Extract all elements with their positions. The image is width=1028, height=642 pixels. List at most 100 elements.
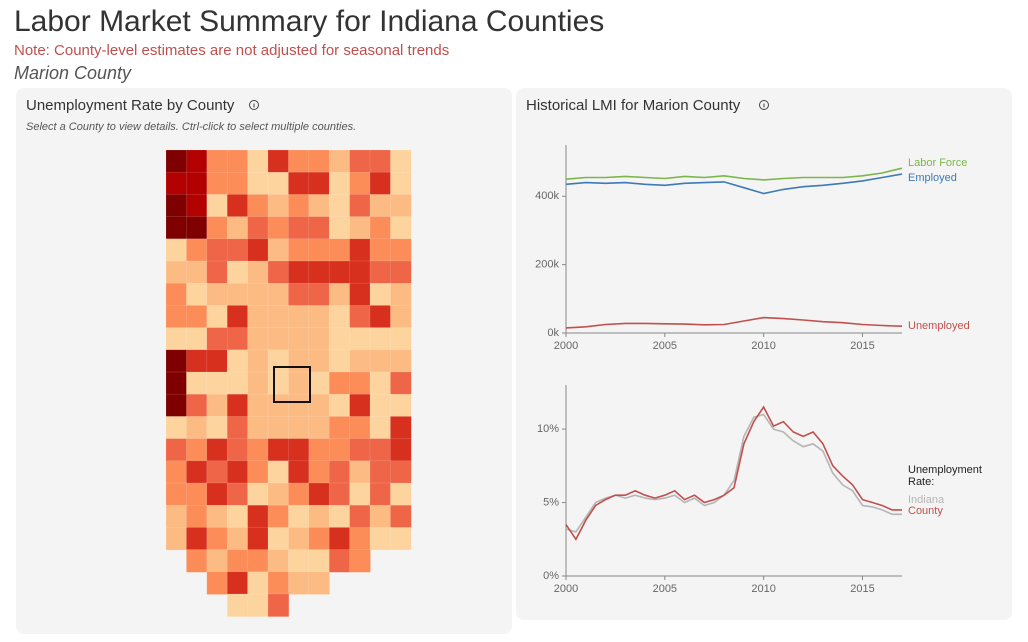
- county[interactable]: [328, 460, 351, 484]
- county[interactable]: [369, 171, 392, 196]
- county[interactable]: [328, 282, 351, 307]
- county[interactable]: [226, 416, 249, 440]
- county[interactable]: [206, 416, 228, 440]
- county[interactable]: [165, 305, 188, 329]
- county[interactable]: [288, 327, 310, 351]
- county[interactable]: [165, 460, 188, 484]
- county[interactable]: [247, 504, 269, 529]
- county[interactable]: [267, 438, 290, 462]
- county[interactable]: [226, 282, 249, 307]
- county[interactable]: [288, 216, 310, 240]
- county[interactable]: [390, 216, 412, 240]
- county[interactable]: [390, 371, 412, 395]
- county[interactable]: [247, 549, 269, 573]
- county[interactable]: [390, 260, 412, 284]
- county[interactable]: [390, 504, 412, 529]
- county[interactable]: [226, 260, 249, 284]
- county[interactable]: [226, 216, 249, 240]
- county[interactable]: [349, 393, 371, 418]
- county[interactable]: [328, 327, 351, 351]
- county[interactable]: [369, 416, 392, 440]
- county[interactable]: [226, 171, 249, 196]
- county[interactable]: [328, 238, 351, 262]
- county[interactable]: [308, 393, 330, 418]
- county[interactable]: [247, 393, 269, 418]
- county[interactable]: [390, 171, 412, 196]
- county[interactable]: [186, 393, 208, 418]
- county[interactable]: [206, 149, 228, 173]
- county[interactable]: [206, 460, 228, 484]
- county[interactable]: [165, 194, 188, 218]
- county[interactable]: [226, 438, 249, 462]
- county[interactable]: [247, 371, 269, 395]
- county[interactable]: [165, 216, 188, 240]
- county[interactable]: [288, 282, 310, 307]
- county[interactable]: [206, 260, 228, 284]
- county[interactable]: [267, 460, 290, 484]
- county[interactable]: [308, 571, 330, 595]
- county[interactable]: [247, 460, 269, 484]
- county[interactable]: [390, 149, 412, 173]
- county[interactable]: [349, 371, 371, 395]
- county[interactable]: [308, 171, 330, 196]
- county[interactable]: [165, 371, 188, 395]
- county[interactable]: [226, 549, 249, 573]
- county[interactable]: [186, 349, 208, 373]
- county[interactable]: [247, 238, 269, 262]
- county[interactable]: [267, 571, 290, 595]
- county[interactable]: [390, 460, 412, 484]
- county[interactable]: [247, 349, 269, 373]
- county[interactable]: [247, 149, 269, 173]
- county[interactable]: [186, 282, 208, 307]
- county[interactable]: [206, 504, 228, 529]
- county[interactable]: [390, 238, 412, 262]
- county[interactable]: [390, 438, 412, 462]
- county[interactable]: [308, 149, 330, 173]
- county[interactable]: [328, 549, 351, 573]
- county[interactable]: [349, 260, 371, 284]
- county[interactable]: [349, 527, 371, 551]
- county[interactable]: [288, 393, 310, 418]
- county[interactable]: [328, 149, 351, 173]
- county[interactable]: [226, 327, 249, 351]
- county[interactable]: [206, 238, 228, 262]
- county[interactable]: [390, 282, 412, 307]
- county[interactable]: [226, 238, 249, 262]
- county[interactable]: [247, 305, 269, 329]
- county[interactable]: [349, 416, 371, 440]
- county[interactable]: [288, 349, 310, 373]
- county[interactable]: [349, 549, 371, 573]
- county[interactable]: [247, 282, 269, 307]
- county[interactable]: [288, 504, 310, 529]
- county[interactable]: [247, 194, 269, 218]
- county[interactable]: [288, 171, 310, 196]
- county[interactable]: [186, 438, 208, 462]
- county[interactable]: [328, 504, 351, 529]
- county[interactable]: [369, 349, 392, 373]
- county[interactable]: [349, 238, 371, 262]
- county[interactable]: [349, 482, 371, 506]
- county[interactable]: [369, 482, 392, 506]
- county[interactable]: [369, 282, 392, 307]
- county[interactable]: [247, 527, 269, 551]
- county[interactable]: [267, 260, 290, 284]
- county[interactable]: [206, 438, 228, 462]
- county[interactable]: [328, 171, 351, 196]
- county[interactable]: [186, 460, 208, 484]
- county[interactable]: [165, 171, 188, 196]
- county[interactable]: [165, 527, 188, 551]
- county[interactable]: [349, 282, 371, 307]
- county[interactable]: [288, 416, 310, 440]
- county[interactable]: [206, 171, 228, 196]
- county[interactable]: [308, 260, 330, 284]
- county[interactable]: [206, 305, 228, 329]
- county[interactable]: [288, 549, 310, 573]
- county[interactable]: [308, 371, 330, 395]
- county[interactable]: [247, 482, 269, 506]
- county[interactable]: [390, 393, 412, 418]
- county[interactable]: [226, 349, 249, 373]
- county[interactable]: [186, 327, 208, 351]
- county[interactable]: [308, 416, 330, 440]
- county[interactable]: [349, 216, 371, 240]
- county[interactable]: [165, 349, 188, 373]
